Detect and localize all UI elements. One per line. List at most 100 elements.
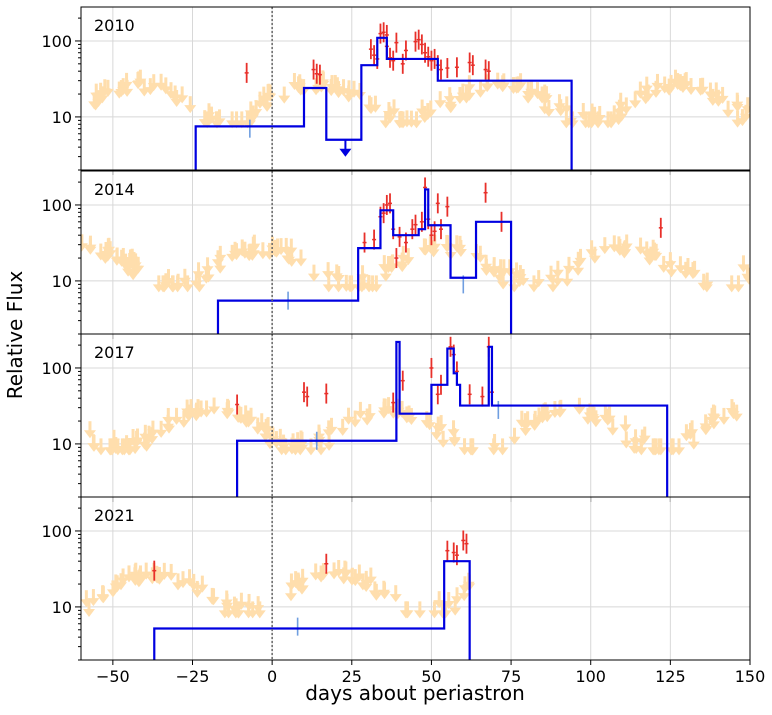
upper-limit-marker (453, 86, 466, 104)
detection-point (658, 217, 663, 238)
upper-limit-marker (140, 562, 153, 580)
upper-limit-marker (561, 269, 574, 287)
detection-point (391, 392, 396, 413)
upper-limit-marker (649, 438, 662, 456)
upper-limit-marker (202, 265, 215, 283)
upper-limit-marker (686, 420, 699, 438)
upper-limit-markers (81, 234, 750, 293)
detection-point (480, 386, 485, 407)
upper-limit-marker (634, 237, 647, 255)
upper-limit-marker (349, 410, 362, 428)
upper-limit-marker (428, 601, 441, 619)
upper-limit-marker (731, 95, 744, 113)
upper-limit-marker (366, 275, 379, 293)
upper-limit-marker (322, 420, 335, 438)
upper-limit-marker (187, 573, 200, 591)
upper-limit-marker (309, 563, 322, 581)
detection-point (302, 382, 306, 403)
upper-limit-marker (117, 568, 130, 586)
upper-limit-marker (712, 89, 725, 107)
bayesian-blocks-line (194, 36, 573, 170)
detection-point (305, 386, 310, 407)
upper-limit-marker (123, 565, 136, 583)
y-tick-label: 10 (52, 435, 72, 454)
detection-point (394, 32, 399, 53)
upper-limit-marker (111, 438, 124, 456)
upper-limit-marker (466, 438, 479, 456)
detection-point (461, 530, 466, 551)
detection-point (397, 226, 402, 247)
detection-point (244, 62, 249, 83)
upper-limit-marker (618, 241, 631, 259)
upper-limit-marker (117, 247, 130, 265)
upper-limit-marker (139, 424, 152, 442)
upper-limit-marker (680, 424, 693, 442)
upper-limit-marker (444, 95, 457, 113)
detection-point (486, 61, 491, 82)
upper-limit-marker (732, 275, 745, 293)
upper-limit-marker (585, 240, 598, 258)
detection-point (445, 540, 450, 561)
detection-point (445, 58, 450, 79)
upper-limit-marker (132, 256, 145, 274)
upper-limit-marker (253, 91, 266, 109)
bayesian-blocks-line (153, 560, 471, 660)
upper-limit-marker (127, 263, 140, 281)
upper-limit-marker (585, 111, 598, 129)
upper-limit-marker (396, 255, 409, 273)
upper-limit-marker (328, 562, 341, 580)
upper-limit-marker (528, 413, 541, 431)
upper-limit-marker (522, 86, 535, 104)
detection-point (384, 194, 389, 215)
y-tick-label: 10 (52, 108, 72, 127)
panel-body (88, 22, 750, 170)
upper-limit-marker (134, 567, 147, 585)
detection-point (483, 182, 488, 203)
detection-point (467, 384, 472, 405)
bayesian-blocks-line (216, 188, 513, 334)
upper-limit-marker (463, 83, 476, 101)
detection-point (394, 248, 399, 269)
detection-point (317, 64, 322, 85)
y-ticks: 10 100 (41, 344, 81, 498)
upper-limit-marker (369, 95, 382, 113)
upper-limit-marker (474, 80, 487, 98)
upper-limit-marker (213, 109, 226, 127)
upper-limit-marker (546, 275, 559, 293)
upper-limit-marker (531, 82, 544, 100)
upper-limit-marker (377, 580, 390, 598)
upper-limit-marker (196, 575, 209, 593)
upper-limit-marker (202, 103, 215, 121)
upper-limit-marker (102, 237, 115, 255)
upper-limit-marker (676, 75, 689, 93)
upper-limit-marker (342, 407, 355, 425)
upper-limit-marker (437, 430, 450, 448)
x-tick-label: 150 (735, 667, 766, 686)
upper-limit-marker (481, 74, 494, 92)
upper-limit-marker (172, 573, 185, 591)
upper-limit-marker (269, 239, 282, 257)
upper-limit-marker (685, 78, 698, 96)
detection-point (426, 46, 431, 67)
detection-point (400, 370, 405, 391)
detection-point (391, 50, 396, 71)
detection-point (448, 336, 453, 357)
panel-frame (80, 333, 751, 498)
upper-limit-marker (688, 260, 701, 278)
panel-year-label: 2021 (94, 506, 135, 525)
detection-point (445, 196, 450, 217)
upper-limit-marker (382, 397, 395, 415)
detection-point (429, 50, 434, 71)
upper-limit-marker (162, 407, 175, 425)
upper-limit-marker (532, 270, 545, 288)
panel-year-label: 2017 (94, 343, 135, 362)
panel-2017: 10 100 2017 (41, 333, 751, 502)
y-ticks: 10 100 (41, 17, 81, 171)
panel-body (81, 177, 750, 334)
upper-limit-marker (177, 410, 190, 428)
upper-limit-marker (176, 86, 189, 104)
upper-limit-marker (295, 249, 308, 267)
upper-limit-marker (701, 272, 714, 290)
x-tick-label: −25 (176, 667, 210, 686)
upper-limit-marker (264, 432, 277, 450)
